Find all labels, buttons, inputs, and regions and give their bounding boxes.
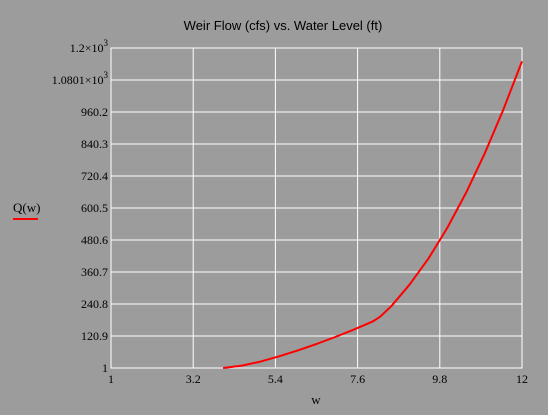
chart-title: Weir Flow (cfs) vs. Water Level (ft) [184,18,383,33]
x-ticks: 1 3.2 5.4 7.6 9.8 12 [108,372,528,386]
y-tick-label: 1 [102,361,108,375]
grid [111,48,522,368]
y-ticks: 1.2×103 1.0801×103 960.2 840.3 720.4 600.5 480… [52,38,109,375]
series-line [222,60,523,369]
y-tick-label: 480.6 [81,233,108,247]
y-tick-label: 840.3 [81,137,108,151]
legend: Q(w) [13,200,40,220]
y-tick-label: 240.8 [81,297,108,311]
y-tick-label: 1.2×103 [70,38,109,55]
y-tick-label: 360.7 [81,265,108,279]
y-tick-label: 600.5 [81,201,108,215]
x-axis-label: w [311,392,321,407]
y-tick-label: 720.4 [81,169,108,183]
y-axis-label: Q(w) [13,200,40,215]
x-tick-label: 3.2 [186,372,201,386]
series-layer [222,60,523,369]
x-tick-label: 9.8 [432,372,447,386]
y-tick-label: 1.0801×103 [52,70,109,87]
y-tick-label: 120.9 [81,329,108,343]
x-tick-label: 12 [516,372,528,386]
x-tick-label: 1 [108,372,114,386]
x-tick-label: 5.4 [268,372,283,386]
x-tick-label: 7.6 [350,372,365,386]
y-tick-label: 960.2 [81,105,108,119]
